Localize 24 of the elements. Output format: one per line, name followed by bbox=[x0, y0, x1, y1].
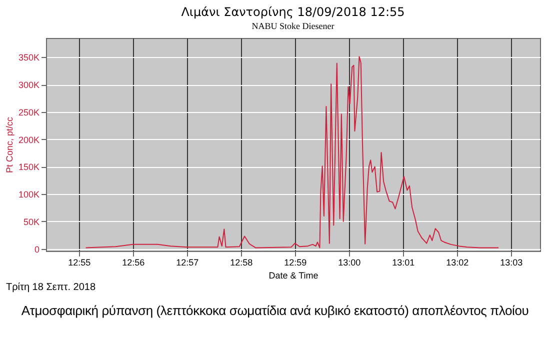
y-tick-label: 200K bbox=[18, 134, 40, 145]
x-tick-label: 12:56 bbox=[122, 258, 145, 268]
x-tick-label: 12:58 bbox=[230, 258, 253, 268]
y-tick-label: 0 bbox=[34, 244, 40, 254]
y-tick-label: 150K bbox=[18, 162, 40, 172]
x-tick-label: 12:55 bbox=[68, 258, 91, 268]
x-axis-title: Date & Time bbox=[268, 270, 318, 280]
x-tick-label: 13:02 bbox=[446, 258, 469, 268]
x-tick-label: 12:59 bbox=[284, 258, 307, 268]
text: Τρίτη 18 Σεπτ. 2018 bbox=[6, 282, 97, 295]
line-series bbox=[85, 56, 500, 248]
y-tick-label: 300K bbox=[18, 80, 40, 90]
y-tick-label: 50K bbox=[23, 216, 40, 227]
x-tick-label: 13:01 bbox=[392, 258, 415, 268]
x-tick-label: 13:03 bbox=[500, 258, 523, 268]
y-tick-label: 250K bbox=[18, 107, 40, 118]
text: Ατμοσφαιρική ρύπανση (λεπτόκκοκα σωματίδια ανά κυβικό εκατοστό) αποπλέοντος πλοίου bbox=[21, 303, 529, 318]
x-tick-label: 13:00 bbox=[338, 258, 361, 268]
y-axis-title: Pt Conc, pt/cc bbox=[4, 116, 14, 174]
chart-subtitle: NABU Stoke Diesener bbox=[252, 21, 334, 31]
x-tick-label: 12:57 bbox=[176, 258, 199, 268]
y-tick-label: 350K bbox=[18, 52, 40, 63]
y-tick-label: 100K bbox=[18, 190, 40, 200]
chart-title: Λιμάνι Σαντορίνης 18/09/2018 12:55 bbox=[181, 5, 405, 19]
